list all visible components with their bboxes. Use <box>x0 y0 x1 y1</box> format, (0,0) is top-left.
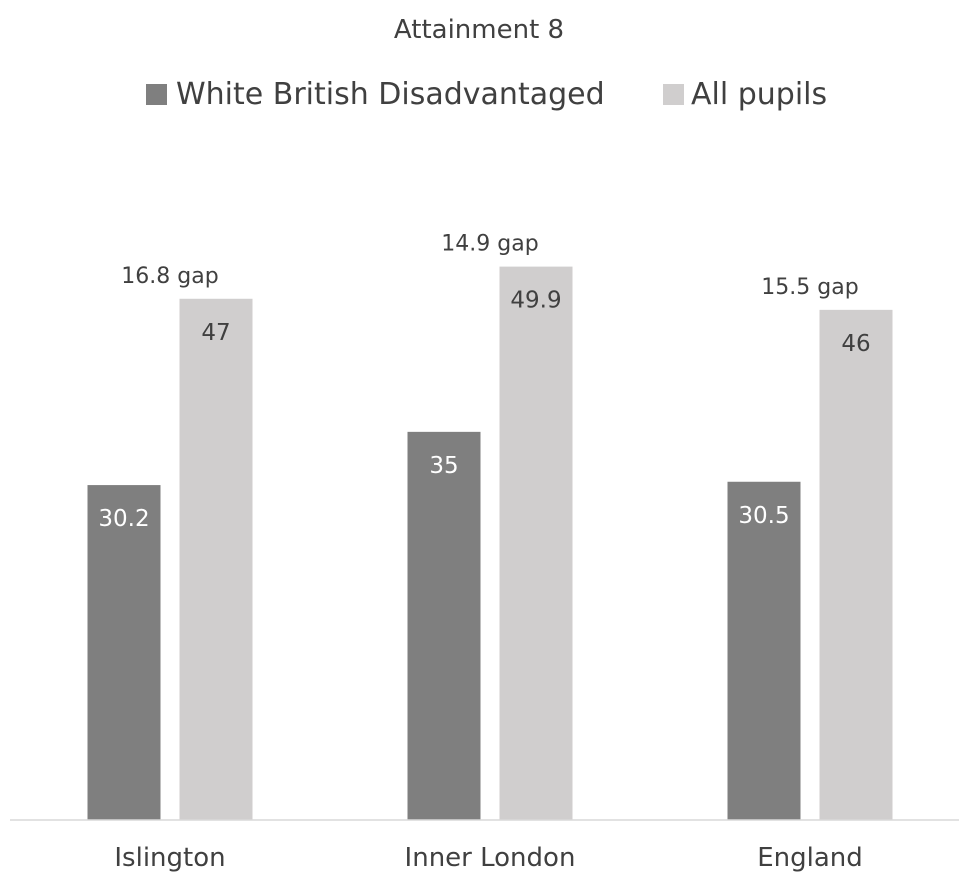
gap-annotation-inner-london: 14.9 gap <box>441 232 538 257</box>
category-label-islington: Islington <box>114 843 225 873</box>
bar-white-british-disadvantaged-inner-london <box>407 431 481 820</box>
bar-white-british-disadvantaged-islington <box>87 485 161 820</box>
category-label-inner-london: Inner London <box>405 843 576 873</box>
bar-all-pupils-inner-london <box>499 266 573 820</box>
gap-annotation-islington: 16.8 gap <box>121 264 218 289</box>
data-label-all-pupils-inner-london: 49.9 <box>510 288 561 314</box>
category-label-england: England <box>757 843 863 873</box>
data-label-all-pupils-islington: 47 <box>201 320 230 346</box>
data-label-white-british-disadvantaged-islington: 30.2 <box>98 506 149 532</box>
legend-label-white-british-disadvantaged: White British Disadvantaged <box>176 77 605 112</box>
legend-swatch-all-pupils <box>663 84 684 105</box>
bar-white-british-disadvantaged-england <box>727 481 801 820</box>
data-label-white-british-disadvantaged-england: 30.5 <box>738 503 789 529</box>
data-label-all-pupils-england: 46 <box>841 331 870 357</box>
chart-title: Attainment 8 <box>394 15 564 45</box>
bar-all-pupils-england <box>819 309 893 820</box>
gap-annotation-england: 15.5 gap <box>761 275 858 300</box>
legend-swatch-white-british-disadvantaged <box>146 84 167 105</box>
legend: White British Disadvantaged All pupils <box>146 77 827 112</box>
plot-area: 30.2 47 16.8 gap Islington 35 49.9 14.9 gap Inn… <box>87 232 893 873</box>
bar-all-pupils-islington <box>179 298 253 820</box>
legend-label-all-pupils: All pupils <box>691 77 827 112</box>
data-label-white-british-disadvantaged-inner-london: 35 <box>429 453 458 479</box>
